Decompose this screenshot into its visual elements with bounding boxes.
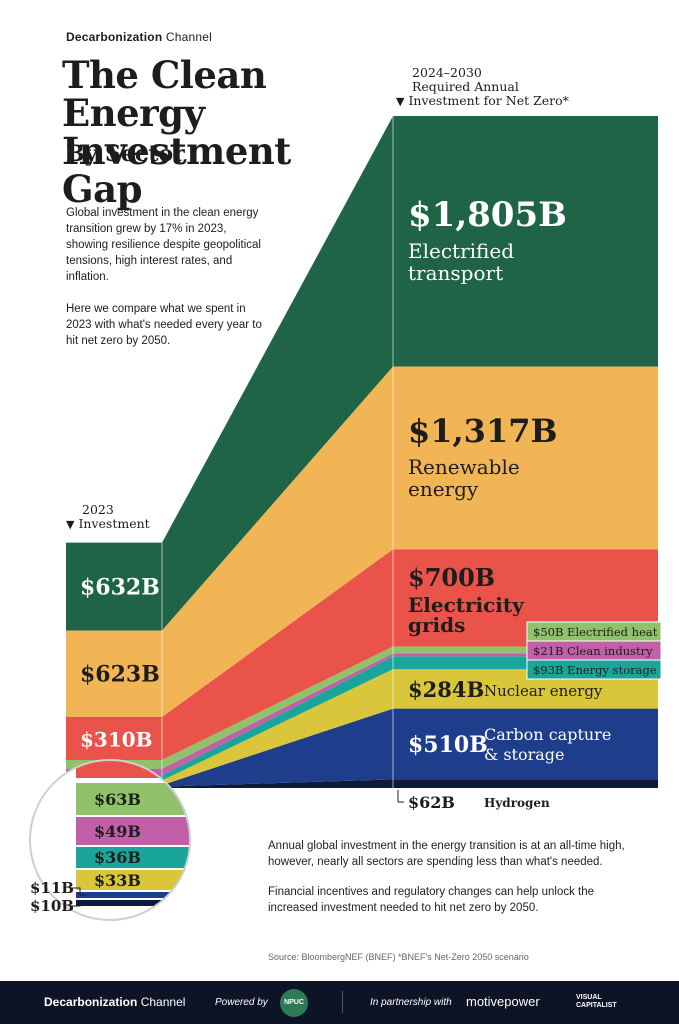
intro-text: Global investment in the clean energy tr…	[66, 205, 266, 365]
bar-2030-clean_industry	[393, 653, 658, 657]
triangle-down-icon: ▼	[66, 518, 75, 531]
zoom-bar-clean_industry	[76, 817, 190, 845]
label-2030-nuclear-energy: $284B	[408, 677, 484, 702]
band-nuclear_energy	[66, 669, 393, 786]
name-2030-carbon-capture: Carbon capture & storage	[484, 725, 611, 764]
name-2030-nuclear-energy: Nuclear energy	[484, 682, 603, 700]
label-2023-carbon-capture: $11B	[30, 879, 74, 897]
bar-2030-electrified_heat	[393, 646, 658, 654]
bottom-text: Annual global investment in the energy t…	[268, 838, 638, 930]
bar-2023-renewable_energy	[66, 630, 162, 717]
bar-2023-electricity_grids	[66, 716, 162, 760]
callout-label-electrified_heat: $50B Electrified heat	[533, 625, 658, 639]
zoom-label-energy-storage: $36B	[94, 848, 141, 867]
label-2023-renewable-energy: $623B	[80, 662, 160, 688]
brand-light: Channel	[165, 30, 213, 44]
motivepower-logo: motivepower	[466, 994, 540, 1009]
header-2023-year: 2023	[82, 502, 114, 517]
zoom-label-nuclear-energy: $33B	[94, 871, 141, 890]
page-title: The Clean Energy Investment Gap	[62, 56, 382, 208]
intro-paragraph-1: Global investment in the clean energy tr…	[66, 207, 261, 283]
zoom-label-electrified-heat: $63B	[94, 790, 141, 809]
label-2030-electrified-transport: $1,805B	[408, 195, 567, 235]
visual-capitalist-logo: VISUAL CAPITALIST	[576, 994, 617, 1009]
zoom-bar-hydrogen	[76, 900, 190, 906]
page-subtitle: By Sector	[66, 141, 185, 167]
callout-box-energy_storage	[526, 659, 662, 680]
header-2030-line2: Required Annual	[412, 79, 519, 94]
footer-brand-bold: Decarbonization	[44, 995, 138, 1009]
title-line-2: Investment Gap	[62, 129, 291, 211]
zoom-ring	[29, 759, 191, 921]
zoom-bar-carbon_capture	[76, 892, 190, 898]
npuc-logo: NPUC	[280, 989, 308, 1017]
bar-2023-electrified_transport	[66, 542, 162, 631]
header-2030-line3: Investment for Net Zero*	[408, 93, 569, 108]
name-2030-renewable-energy: Renewable energy	[408, 455, 520, 501]
title-line-1: The Clean Energy	[62, 53, 267, 135]
intro-paragraph-2: Here we compare what we spent in 2023 wi…	[66, 303, 262, 347]
footer-divider	[342, 991, 343, 1013]
label-2023-electricity-grids: $310B	[80, 727, 153, 751]
label-2030-renewable-energy: $1,317B	[408, 412, 558, 450]
footer: Decarbonization Channel Powered by NPUC …	[0, 981, 679, 1024]
npuc-text: NPUC	[284, 999, 304, 1006]
bottom-paragraph-2: Financial incentives and regulatory chan…	[268, 886, 595, 914]
header-2030-years: 2024–2030	[412, 65, 482, 80]
brand-logo: Decarbonization Channel	[66, 30, 212, 44]
footer-partnership: In partnership with	[370, 997, 452, 1008]
label-2030-electricity-grids: $700B	[408, 563, 495, 592]
source-note: Source: BloombergNEF (BNEF) *BNEF's Net-…	[268, 952, 529, 962]
header-2030: 2024–2030 Required Annual ▼ Investment fo…	[396, 66, 569, 109]
zoom-inset: $63B $49B $36B $33B	[30, 760, 190, 920]
triangle-down-icon: ▼	[396, 95, 405, 108]
band-carbon_capture	[66, 708, 393, 787]
label-2023-hydrogen: $10B	[30, 897, 74, 915]
bar-2030-renewable_energy	[393, 366, 658, 550]
brand-bold: Decarbonization	[66, 30, 163, 44]
footer-brand: Decarbonization Channel	[44, 995, 185, 1009]
name-2030-electrified-transport: Electrified transport	[408, 239, 514, 285]
label-2023-electrified-transport: $632B	[80, 575, 160, 601]
zoom-bar-nuclear_energy	[76, 870, 190, 890]
zoom-bar-energy_storage	[76, 847, 190, 868]
header-2023: 2023 ▼ Investment	[66, 503, 150, 532]
header-2023-label: Investment	[78, 516, 150, 531]
bar-2030-electrified_transport	[393, 116, 658, 367]
bottom-paragraph-1: Annual global investment in the energy t…	[268, 840, 625, 868]
callout-label-clean_industry: $21B Clean industry	[533, 644, 653, 658]
connector-10b	[72, 902, 86, 907]
name-2030-hydrogen: Hydrogen	[484, 796, 550, 810]
label-2030-carbon-capture: $510B	[408, 732, 488, 758]
band-hydrogen	[66, 779, 393, 788]
bar-2030-hydrogen	[393, 779, 658, 788]
zoom-label-clean-industry: $49B	[94, 822, 141, 841]
callout-label-energy_storage: $93B Energy storage	[533, 663, 657, 677]
footer-powered-by: Powered by	[215, 997, 268, 1008]
connector-11b	[72, 887, 86, 896]
label-2030-hydrogen: $62B	[408, 793, 455, 812]
footer-brand-light: Channel	[140, 995, 186, 1009]
name-2030-electricity-grids: Electricity grids	[408, 593, 525, 637]
bar-2030-carbon_capture	[393, 708, 658, 780]
